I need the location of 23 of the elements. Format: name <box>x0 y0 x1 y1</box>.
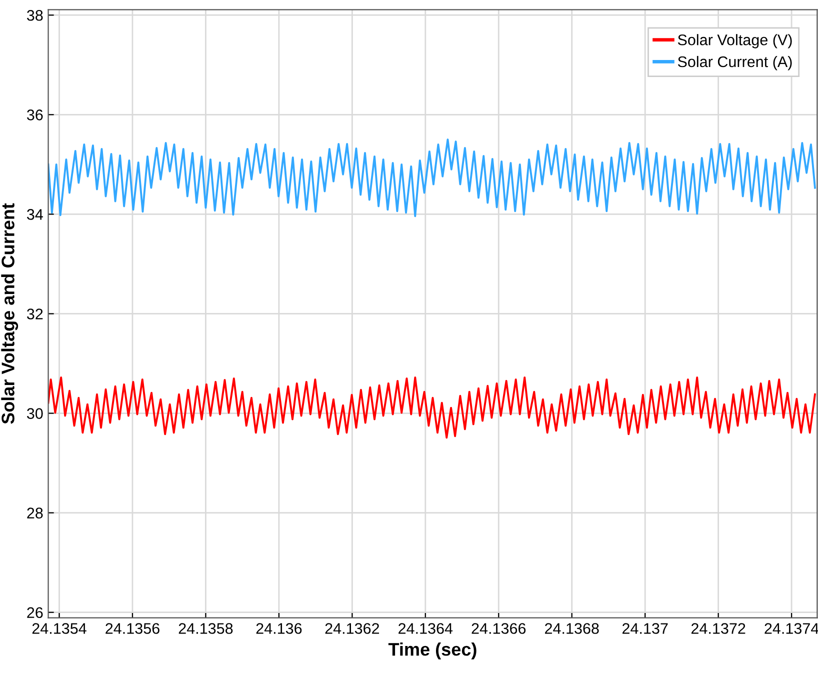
legend-label: Solar Voltage (V) <box>678 34 792 48</box>
x-tick-label: 24.1356 <box>106 623 160 634</box>
x-axis-title: Time (sec) <box>388 642 476 660</box>
x-tick-label: 24.136 <box>256 623 302 634</box>
x-tick-label: 24.1358 <box>178 623 233 634</box>
x-tick-label: 24.1368 <box>545 623 599 634</box>
legend-label: Solar Current (A) <box>678 56 792 70</box>
x-tick-label: 24.1362 <box>325 623 380 634</box>
line-series <box>48 376 816 439</box>
y-tick-label: 32 <box>26 308 43 320</box>
y-tick-label: 36 <box>26 110 43 120</box>
x-tick-label: 24.1372 <box>691 623 746 634</box>
line-series <box>48 138 816 218</box>
y-tick-label: 26 <box>27 607 43 618</box>
x-tick-label: 24.1364 <box>398 623 453 634</box>
y-tick-label: 30 <box>26 408 43 419</box>
x-tick-label: 24.1354 <box>32 623 86 634</box>
x-tick-label: 24.137 <box>622 623 668 634</box>
y-axis-title: Solar Voltage and Current <box>1 203 18 424</box>
y-tick-label: 34 <box>26 209 43 220</box>
x-tick-label: 24.1366 <box>472 623 526 634</box>
y-tick-label: 38 <box>26 10 43 21</box>
y-tick-label: 28 <box>27 508 43 518</box>
